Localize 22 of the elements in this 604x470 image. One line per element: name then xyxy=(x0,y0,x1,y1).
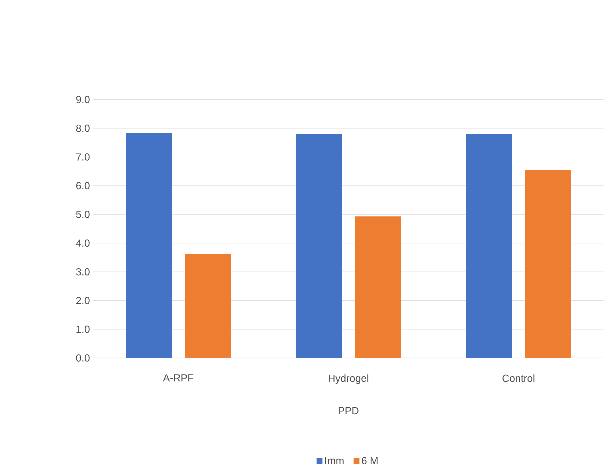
y-tick-label: 1.0 xyxy=(76,326,90,334)
bar xyxy=(126,133,172,358)
y-tick-label: 5.0 xyxy=(76,211,90,218)
y-tick-label: 2.0 xyxy=(76,297,90,305)
y-tick-label: 4.0 xyxy=(76,240,90,248)
legend-label: Imm xyxy=(326,458,344,465)
y-tick-label: 0.0 xyxy=(76,354,90,362)
y-tick-label: 3.0 xyxy=(76,268,90,276)
y-tick-label: 6.0 xyxy=(76,182,90,190)
bar xyxy=(296,134,342,358)
y-tick-label: 9.0 xyxy=(76,96,90,104)
y-tick-label: 7.0 xyxy=(76,154,90,162)
legend-label: 6 M xyxy=(362,458,378,465)
x-axis-title: PPD xyxy=(338,408,359,415)
x-tick-label: A-RPF xyxy=(163,374,194,382)
x-tick-label: Hydrogel xyxy=(329,374,369,384)
bar xyxy=(466,134,512,358)
bar xyxy=(355,216,402,358)
x-tick-label: Control xyxy=(502,374,535,382)
y-tick-label: 8.0 xyxy=(76,125,90,132)
bar xyxy=(525,170,572,358)
bar xyxy=(185,254,232,358)
